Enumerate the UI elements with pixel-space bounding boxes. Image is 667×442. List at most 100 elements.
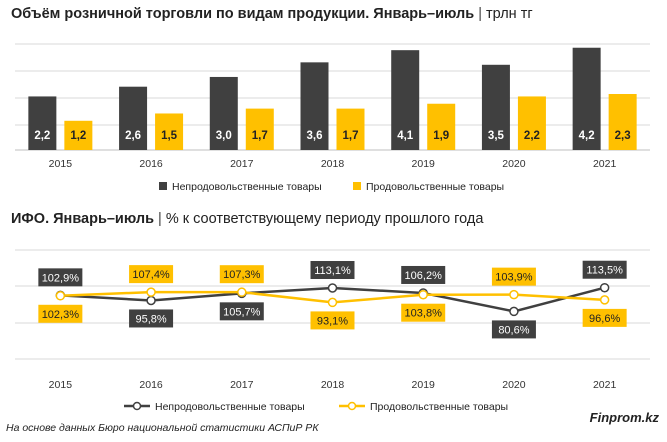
bar-food [517,96,546,150]
point-label-food: 93,1% [317,315,348,327]
point-label-food: 107,3% [223,269,261,281]
bar-food [608,94,637,150]
point-label-nonfood: 102,9% [42,272,80,284]
point-label-nonfood-box [38,268,83,287]
point-food [237,287,247,297]
bar-food-label: 2,2 [524,130,540,142]
x-tick-label: 2020 [502,158,526,170]
bar-nonfood [300,62,329,150]
legend-marker-nonfood [159,182,167,190]
bar-nonfood [119,86,148,150]
x-tick-label: 2020 [502,379,526,391]
point-food [509,289,519,300]
legend-marker-nonfood [132,401,142,411]
point-food [599,295,610,305]
bar-food-label: 2,3 [615,130,631,142]
point-label-food: 103,8% [405,308,443,320]
point-nonfood [327,283,338,293]
bar-food-label: 1,7 [343,130,359,142]
x-tick-label: 2017 [230,379,254,391]
bar-nonfood-label: 4,1 [397,130,414,142]
line-chart-title: ИФО. Январь–июль | % к соответствующему … [11,211,483,227]
bar-nonfood-label: 3,6 [307,130,323,142]
bar-food-label: 1,7 [252,130,268,142]
point-food [327,297,338,308]
bar-food-label: 1,5 [161,130,178,142]
point-label-food: 102,3% [42,309,80,321]
x-tick-label: 2019 [412,379,436,391]
point-label-nonfood: 105,7% [223,306,261,318]
bar-chart-title: Объём розничной торговли по видам продук… [11,6,533,22]
bar-nonfood-label: 3,0 [216,130,232,142]
bar-nonfood [28,96,57,150]
point-food [55,291,66,301]
title-separator: | [478,6,482,22]
point-label-nonfood: 113,1% [314,265,351,277]
point-label-food-box [310,311,355,330]
point-label-nonfood: 106,2% [405,270,443,282]
bar-food-label: 1,2 [70,130,86,142]
x-tick-label: 2016 [139,379,163,391]
bar-food [64,120,93,150]
bar-chart-title-main: Объём розничной торговли по видам продук… [11,6,475,22]
point-label-food: 107,4% [132,269,170,281]
point-label-food-box [129,265,174,284]
bar-food [245,108,274,150]
title-separator: | [158,211,162,227]
point-label-nonfood-box [491,320,536,339]
legend-label-nonfood: Непродовольственные товары [172,181,322,193]
bar-nonfood-label: 2,2 [34,130,50,142]
line-chart-unit: % к соответствующему периоду прошлого го… [165,211,484,227]
bar-chart-unit: трлн тг [486,6,533,22]
brand-logo: Finprom.kz [589,410,659,425]
bar-nonfood-label: 3,5 [488,130,505,142]
point-label-nonfood: 80,6% [498,324,529,336]
source-note: На основе данных Бюро национальной стати… [6,422,319,434]
legend-marker-food [347,401,357,411]
bar-nonfood [209,76,238,150]
point-label-nonfood-box [129,309,174,328]
point-food [146,287,156,297]
point-nonfood [146,295,156,306]
bar-food [427,103,456,150]
x-tick-label: 2018 [321,158,345,170]
point-label-food: 103,9% [495,272,533,284]
point-label-food-box [219,265,264,284]
x-tick-label: 2017 [230,158,254,170]
point-label-food-box [38,304,83,323]
x-tick-label: 2019 [412,158,436,170]
bar-nonfood-label: 2,6 [125,130,141,142]
point-label-nonfood-box [310,261,355,280]
bar-food [155,113,184,150]
point-label-nonfood-box [582,260,627,279]
x-tick-label: 2021 [593,158,617,170]
bar-food [336,108,365,150]
point-food [418,289,428,300]
x-tick-label: 2021 [593,379,617,391]
point-nonfood [599,282,610,293]
x-tick-label: 2018 [321,379,345,391]
bar-nonfood [572,47,601,150]
line-chart-title-main: ИФО. Январь–июль [11,211,154,227]
bar-food-label: 1,9 [433,130,449,142]
point-label-nonfood-box [219,302,264,321]
legend-marker-food [353,182,361,190]
point-label-nonfood-box [401,265,446,284]
point-label-food: 96,6% [589,313,620,325]
legend-label-nonfood: Непродовольственные товары [155,401,305,413]
bar-nonfood [481,64,510,150]
point-label-food-box [491,267,536,286]
point-label-nonfood: 95,8% [135,313,166,325]
point-label-food-box [582,308,627,327]
x-tick-label: 2016 [139,158,163,170]
legend-label-food: Продовольственные товары [366,181,504,193]
x-tick-label: 2015 [49,379,73,391]
point-label-food-box [401,303,446,322]
legend-label-food: Продовольственные товары [370,401,508,413]
bar-nonfood-label: 4,2 [579,130,595,142]
point-nonfood [509,306,519,317]
x-tick-label: 2015 [49,158,73,170]
point-label-nonfood: 113,5% [586,265,623,277]
bar-nonfood [391,50,420,150]
